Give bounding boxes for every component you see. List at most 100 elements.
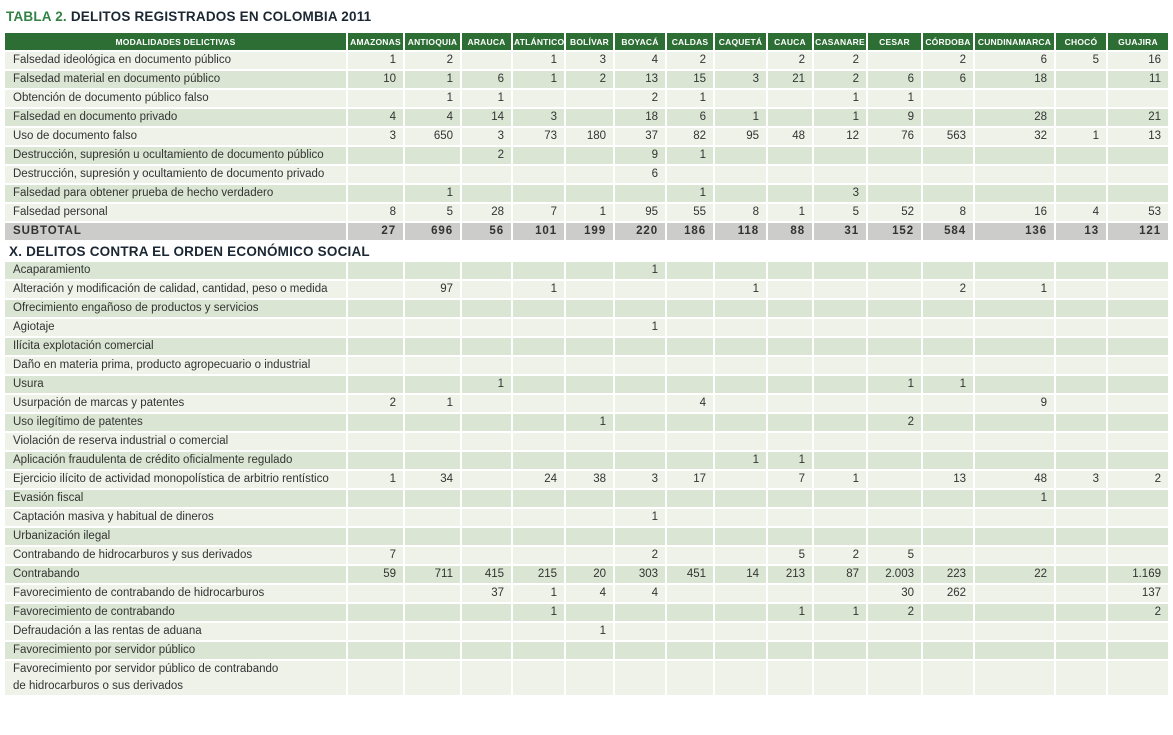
- cell-value: 37: [462, 585, 513, 604]
- cell-value: 1: [513, 52, 566, 71]
- cell-value: 6: [667, 109, 715, 128]
- column-header: ANTIOQUIA: [405, 33, 462, 52]
- cell-value: [405, 357, 462, 376]
- cell-value: [1056, 509, 1108, 528]
- row-label: Urbanización ilegal: [5, 528, 348, 547]
- cell-value: [868, 281, 923, 300]
- cell-value: [1108, 547, 1168, 566]
- cell-value: 10: [348, 71, 405, 90]
- cell-value: 3: [1056, 471, 1108, 490]
- cell-value: [715, 490, 768, 509]
- cell-value: 1: [667, 90, 715, 109]
- cell-value: 12: [814, 128, 868, 147]
- cell-value: [667, 433, 715, 452]
- cell-value: [868, 357, 923, 376]
- row-label: Usura: [5, 376, 348, 395]
- table-row: Alteración y modificación de calidad, ca…: [5, 281, 1168, 300]
- row-label: Destrucción, supresión u ocultamiento de…: [5, 147, 348, 166]
- row-label: Alteración y modificación de calidad, ca…: [5, 281, 348, 300]
- table-row: Urbanización ilegal: [5, 528, 1168, 547]
- cell-value: 152: [868, 223, 923, 242]
- column-header: GUAJIRA: [1108, 33, 1168, 52]
- row-label: Aplicación fraudulenta de crédito oficia…: [5, 452, 348, 471]
- cell-value: [348, 528, 405, 547]
- cell-value: [1108, 281, 1168, 300]
- cell-value: [615, 604, 667, 623]
- cell-value: 584: [923, 223, 975, 242]
- cell-value: [1056, 262, 1108, 281]
- column-header: BOLÍVAR: [566, 33, 615, 52]
- cell-value: [513, 90, 566, 109]
- cell-value: [1108, 414, 1168, 433]
- cell-value: 13: [615, 71, 667, 90]
- cell-value: 37: [615, 128, 667, 147]
- cell-value: 15: [667, 71, 715, 90]
- cell-value: [348, 490, 405, 509]
- cell-value: [667, 642, 715, 661]
- cell-value: [768, 433, 814, 452]
- row-label: Falsedad material en documento público: [5, 71, 348, 90]
- cell-value: [975, 376, 1056, 395]
- cell-value: [715, 338, 768, 357]
- cell-value: [715, 661, 768, 697]
- cell-value: 223: [923, 566, 975, 585]
- table-row: Falsedad para obtener prueba de hecho ve…: [5, 185, 1168, 204]
- cell-value: [1108, 490, 1168, 509]
- cell-value: [768, 166, 814, 185]
- cell-value: 137: [1108, 585, 1168, 604]
- cell-value: 32: [975, 128, 1056, 147]
- cell-value: [1108, 166, 1168, 185]
- cell-value: [462, 528, 513, 547]
- cell-value: [923, 357, 975, 376]
- row-label: Daño en materia prima, producto agropecu…: [5, 357, 348, 376]
- cell-value: [1108, 376, 1168, 395]
- row-label: Falsedad ideológica en documento público: [5, 52, 348, 71]
- cell-value: 7: [513, 204, 566, 223]
- cell-value: [615, 395, 667, 414]
- cell-value: [462, 300, 513, 319]
- cell-value: [566, 395, 615, 414]
- cell-value: [348, 166, 405, 185]
- cell-value: 2: [462, 147, 513, 166]
- cell-value: 59: [348, 566, 405, 585]
- cell-value: [814, 147, 868, 166]
- table-row: Agiotaje 1: [5, 319, 1168, 338]
- cell-value: [405, 414, 462, 433]
- cell-value: 2: [405, 52, 462, 71]
- cell-value: [1108, 262, 1168, 281]
- cell-value: [405, 452, 462, 471]
- cell-value: [1056, 661, 1108, 697]
- cell-value: [923, 300, 975, 319]
- table-row: Evasión fiscal 1: [5, 490, 1168, 509]
- cell-value: [923, 547, 975, 566]
- table-row: Defraudación a las rentas de aduana 1: [5, 623, 1168, 642]
- cell-value: 7: [768, 471, 814, 490]
- cell-value: 1: [405, 71, 462, 90]
- table-row: Violación de reserva industrial o comerc…: [5, 433, 1168, 452]
- cell-value: 14: [715, 566, 768, 585]
- cell-value: [566, 528, 615, 547]
- cell-value: [615, 490, 667, 509]
- cell-value: [513, 661, 566, 697]
- column-header: CALDAS: [667, 33, 715, 52]
- cell-value: [868, 395, 923, 414]
- cell-value: [566, 433, 615, 452]
- table-number-label: TABLA 2.: [6, 9, 67, 24]
- cell-value: [768, 642, 814, 661]
- cell-value: [923, 528, 975, 547]
- cell-value: [1108, 433, 1168, 452]
- cell-value: [814, 661, 868, 697]
- cell-value: 38: [566, 471, 615, 490]
- cell-value: [667, 338, 715, 357]
- cell-value: [715, 147, 768, 166]
- cell-value: [462, 509, 513, 528]
- cell-value: [462, 357, 513, 376]
- cell-value: [923, 414, 975, 433]
- cell-value: [513, 395, 566, 414]
- cell-value: [923, 338, 975, 357]
- cell-value: [923, 147, 975, 166]
- cell-value: [1056, 376, 1108, 395]
- cell-value: [566, 166, 615, 185]
- cell-value: [868, 185, 923, 204]
- cell-value: [715, 509, 768, 528]
